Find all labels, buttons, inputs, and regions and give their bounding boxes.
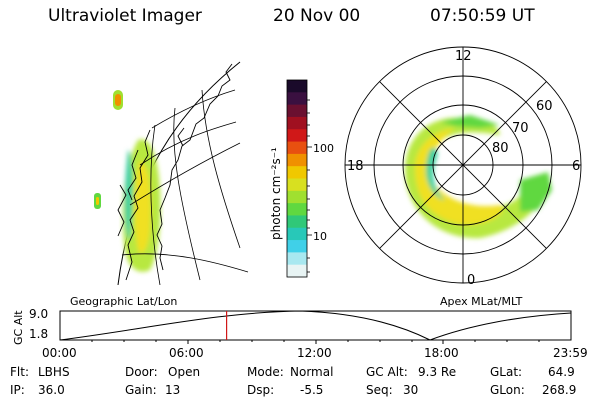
dsp-value: -5.5: [300, 383, 324, 397]
orbit-xtick-1200: 12:00: [297, 346, 332, 360]
glat-label: GLat:: [490, 365, 523, 379]
orbit-xtick-2359: 23:59: [553, 346, 588, 360]
instrument-title: Ultraviolet Imager: [48, 6, 202, 26]
gain-value: 13: [165, 383, 181, 397]
gain-label: Gain:: [125, 383, 157, 397]
gcalt-label: GC Alt:: [366, 365, 408, 379]
colorbar-segment: [287, 240, 307, 253]
colorbar-segment: [287, 153, 307, 167]
geographic-panel: [94, 61, 249, 285]
dsp-label: Dsp:: [247, 383, 275, 397]
glon-value: 268.9: [542, 383, 577, 397]
date-label: 20 Nov 00: [273, 6, 361, 26]
gcalt-value: 9.3 Re: [418, 365, 457, 379]
colorbar-segment: [287, 92, 307, 106]
colorbar-segment: [287, 104, 307, 118]
colorbar-segment: [287, 227, 307, 241]
colorbar-segment: [287, 215, 307, 229]
time-label: 07:50:59 UT: [430, 6, 535, 26]
orbit-ytick-9: 9.0: [29, 307, 49, 321]
colorbar-segment: [287, 129, 307, 143]
colorbar-segment: [287, 252, 307, 266]
mlat-label-60: 60: [536, 99, 553, 114]
seq-label: Seq:: [366, 383, 393, 397]
mlt-label-6: 6: [572, 159, 580, 174]
flt-label: Flt:: [10, 365, 29, 379]
colorbar-units-label: photon cm⁻²s⁻¹: [269, 147, 283, 240]
glat-value: 64.9: [548, 365, 575, 379]
colorbar-segment: [287, 203, 307, 217]
mode-value: Normal: [290, 365, 334, 379]
orbit-ylabel: GC Alt: [12, 310, 25, 345]
glon-label: GLon:: [490, 383, 525, 397]
orbit-xtick-1800: 18:00: [424, 346, 459, 360]
orbit-ytick-1.8: 1.8: [29, 327, 49, 341]
colorbar-tick-label-100: 100: [313, 142, 334, 155]
apex-label: Apex MLat/MLT: [440, 295, 523, 308]
mlt-label-0: 0: [467, 273, 475, 288]
colorbar-segment: [287, 141, 307, 155]
orbit-xtick-0000: 00:00: [42, 346, 77, 360]
orbit-plot: GC Alt: [12, 310, 572, 345]
colorbar-segment: [287, 166, 307, 180]
colorbar-segment: [287, 264, 307, 278]
mode-label: Mode:: [247, 365, 284, 379]
colorbar-segment: [287, 178, 307, 192]
mlat-label-80: 80: [492, 141, 509, 156]
geographic-label: Geographic Lat/Lon: [70, 295, 178, 308]
mlat-label-70: 70: [512, 121, 529, 136]
colorbar-segment: [287, 80, 307, 93]
door-label: Door:: [125, 365, 158, 379]
flt-value: LBHS: [38, 365, 70, 379]
door-value: Open: [168, 365, 201, 379]
ip-label: IP:: [10, 383, 25, 397]
polar-panel: 12 18 6 0 60 70 80: [344, 46, 582, 288]
altitude-curve: [59, 310, 572, 341]
colorbar-segment: [287, 116, 307, 130]
orbit-xtick-0600: 06:00: [169, 346, 204, 360]
colorbar-segment: [287, 190, 307, 204]
mlt-label-12: 12: [455, 49, 472, 64]
colorbar: 100 10 photon cm⁻²s⁻¹: [269, 79, 334, 278]
ip-value: 36.0: [38, 383, 65, 397]
colorbar-tick-label-10: 10: [313, 230, 327, 243]
mlt-label-18: 18: [347, 159, 364, 174]
seq-value: 30: [403, 383, 419, 397]
